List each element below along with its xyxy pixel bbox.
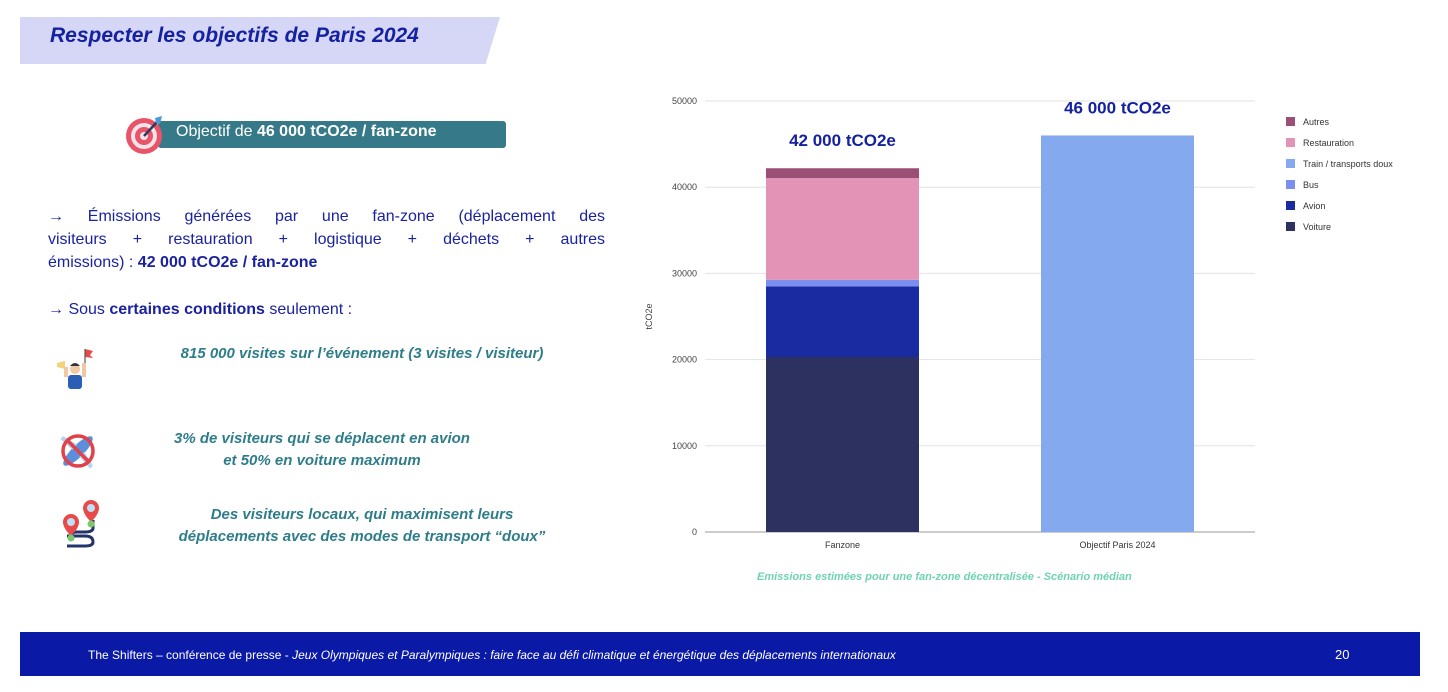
emissions-stacked-bar-chart: 0 10000 20000 30000 40000 50000 tCO2e 42 000 t… <box>644 96 1393 550</box>
legend-swatch <box>1286 159 1295 168</box>
y-tick-label: 20000 <box>672 355 697 365</box>
chart-caption: Emissions estimées pour une fan-zone déc… <box>757 571 1132 583</box>
no-plane-icon <box>60 434 95 469</box>
condition-local-visitors: Des visiteurs locaux, qui maximisent leu… <box>178 506 546 545</box>
emissions-paragraph: → Émissions générées par une fan-zone (d… <box>48 205 605 274</box>
legend-swatch <box>1286 222 1295 231</box>
y-tick-label: 10000 <box>672 441 697 451</box>
bar-segment-voiture <box>766 357 919 532</box>
x-tick-label: Fanzone <box>825 540 860 550</box>
bar-segment-bus <box>766 279 919 287</box>
bar-total-annotation: 42 000 tCO2e <box>789 131 896 150</box>
emissions-value: 42 000 tCO2e / fan-zone <box>137 254 318 271</box>
emissions-line-3: émissions) : <box>48 254 138 271</box>
bar-segment-train-transports-doux <box>1041 135 1194 533</box>
legend-label: Train / transports doux <box>1303 159 1393 169</box>
legend-label: Voiture <box>1303 222 1331 232</box>
emissions-line-1: → Émissions générées par une fan-zone (d… <box>48 208 605 225</box>
x-tick-label: Objectif Paris 2024 <box>1079 540 1155 550</box>
footer-text: The Shifters – conférence de presse - Je… <box>88 648 896 662</box>
legend-label: Autres <box>1303 117 1330 127</box>
fan-supporter-icon <box>57 349 93 389</box>
condition-visits: 815 000 visites sur l’événement (3 visit… <box>180 345 544 362</box>
route-pins-icon <box>63 500 99 548</box>
legend-label: Avion <box>1303 201 1325 211</box>
goal-badge <box>158 121 506 148</box>
page-number: 20 <box>1335 647 1350 662</box>
goal-value: 46 000 tCO2e / fan-zone <box>256 123 437 140</box>
legend-label: Bus <box>1303 180 1319 190</box>
bar-segment-autres <box>766 168 919 179</box>
condition-transport-share: 3% de visiteurs qui se déplacent en avio… <box>174 430 470 469</box>
bar-total-annotation: 46 000 tCO2e <box>1064 98 1171 117</box>
legend-swatch <box>1286 138 1295 147</box>
legend-swatch <box>1286 180 1295 189</box>
bar-segment-avion <box>766 286 919 358</box>
emissions-line-2: visiteurs + restauration + logistique + … <box>48 231 605 248</box>
slide-title: Respecter les objectifs de Paris 2024 <box>50 24 419 47</box>
footer-bar <box>20 632 1420 676</box>
conditions-paragraph: → Sous certaines conditions seulement : <box>48 301 353 318</box>
y-tick-label: 0 <box>692 527 697 537</box>
y-tick-label: 50000 <box>672 96 697 106</box>
target-dart-icon <box>126 116 162 154</box>
legend-swatch <box>1286 117 1295 126</box>
y-axis-label: tCO2e <box>644 303 654 329</box>
y-tick-label: 30000 <box>672 268 697 278</box>
y-tick-label: 40000 <box>672 182 697 192</box>
title-banner <box>20 17 500 64</box>
legend-label: Restauration <box>1303 138 1354 148</box>
bar-segment-restauration <box>766 178 919 280</box>
goal-text: Objectif de 46 000 tCO2e / fan-zone <box>176 123 437 140</box>
legend-swatch <box>1286 201 1295 210</box>
